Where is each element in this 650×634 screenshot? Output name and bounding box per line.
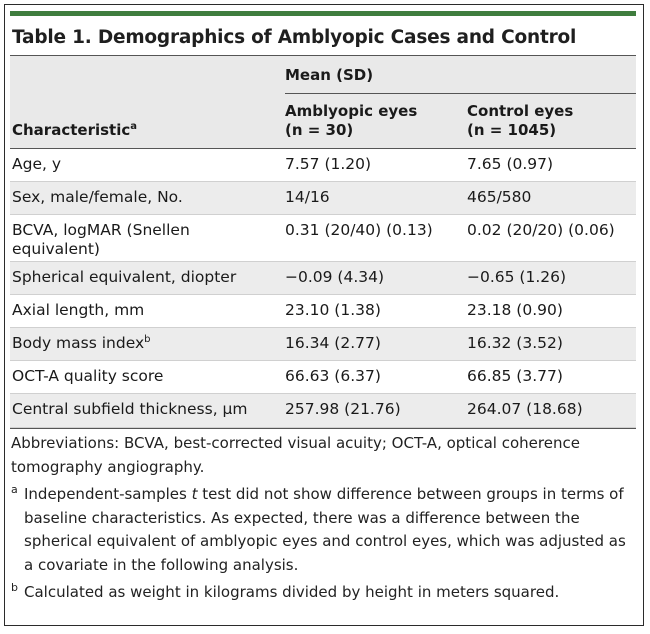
cell-control: 7.65 (0.97) xyxy=(467,155,554,173)
column-header-amblyopic-label: Amblyopic eyes xyxy=(285,102,418,120)
cell-control: 16.32 (3.52) xyxy=(467,334,563,352)
table-row: BCVA, logMAR (Snellen equivalent) 0.31 (2… xyxy=(10,215,636,262)
footnote-b-marker: b xyxy=(11,581,18,594)
cell-characteristic: Central subfield thickness, µm xyxy=(12,400,248,419)
abbreviations-note: Abbreviations: BCVA, best-corrected visu… xyxy=(11,434,580,476)
demographics-table: Mean (SD) Amblyopic eyes (n = 30) Contro… xyxy=(10,55,636,429)
table-notes: Abbreviations: BCVA, best-corrected visu… xyxy=(11,432,631,609)
table-body: Age, y 7.57 (1.20) 7.65 (0.97) Sex, male/fe… xyxy=(10,149,636,428)
column-header-control-n: (n = 1045) xyxy=(467,121,557,139)
cell-characteristic-text: Age, y xyxy=(12,155,62,173)
cell-characteristic-text: Spherical equivalent, diopter xyxy=(12,268,237,286)
cell-characteristic: BCVA, logMAR (Snellen equivalent) xyxy=(12,221,272,259)
header-rule xyxy=(10,148,636,149)
table-row: Spherical equivalent, diopter −0.09 (4.34… xyxy=(10,262,636,295)
cell-characteristic: Body mass indexb xyxy=(12,334,151,353)
footnote-a-text-2: test did not show difference between gro… xyxy=(24,485,626,574)
table-row: Axial length, mm 23.10 (1.38) 23.18 (0.90) xyxy=(10,295,636,328)
cell-control: 264.07 (18.68) xyxy=(467,400,583,418)
table-row: Central subfield thickness, µm 257.98 (21… xyxy=(10,394,636,428)
column-header-characteristic-label: Characteristic xyxy=(12,121,131,139)
cell-amblyopic: 257.98 (21.76) xyxy=(285,400,401,418)
cell-amblyopic: 14/16 xyxy=(285,188,330,206)
cell-characteristic-text: Body mass index xyxy=(12,334,145,352)
table-header: Mean (SD) Amblyopic eyes (n = 30) Contro… xyxy=(10,56,636,148)
cell-control: 465/580 xyxy=(467,188,532,206)
footnote-marker: a xyxy=(130,121,137,132)
cell-amblyopic: 7.57 (1.20) xyxy=(285,155,372,173)
column-header-characteristic: Characteristica xyxy=(12,121,137,139)
cell-characteristic: Spherical equivalent, diopter xyxy=(12,268,236,287)
footnote-b: b Calculated as weight in kilograms divid… xyxy=(11,581,631,605)
cell-characteristic: OCT-A quality score xyxy=(12,367,163,386)
group-header: Mean (SD) xyxy=(285,66,374,84)
group-header-rule xyxy=(285,93,636,94)
bottom-rule xyxy=(10,428,636,429)
table-row: OCT-A quality score 66.63 (6.37) 66.85 (3.… xyxy=(10,361,636,394)
column-header-amblyopic-n: (n = 30) xyxy=(285,121,354,139)
column-header-control-label: Control eyes xyxy=(467,102,574,120)
accent-rule xyxy=(10,11,636,16)
cell-control: 66.85 (3.77) xyxy=(467,367,563,385)
cell-characteristic: Age, y xyxy=(12,155,61,174)
cell-control: 0.02 (20/20) (0.06) xyxy=(467,221,615,239)
table-row: Age, y 7.57 (1.20) 7.65 (0.97) xyxy=(10,149,636,182)
cell-characteristic-text: OCT-A quality score xyxy=(12,367,164,385)
cell-characteristic: Sex, male/female, No. xyxy=(12,188,183,207)
cell-amblyopic: 0.31 (20/40) (0.13) xyxy=(285,221,433,239)
column-header-control: Control eyes (n = 1045) xyxy=(467,102,573,140)
cell-characteristic-text: Central subfield thickness, µm xyxy=(12,400,248,418)
footnote-a: a Independent-samples t test did not show… xyxy=(11,483,631,577)
cell-characteristic-text: BCVA, logMAR (Snellen equivalent) xyxy=(12,221,190,258)
footnote-a-marker: a xyxy=(11,483,18,496)
title-rule xyxy=(10,55,636,56)
cell-amblyopic: −0.09 (4.34) xyxy=(285,268,385,286)
cell-control: 23.18 (0.90) xyxy=(467,301,563,319)
footnote-b-text: Calculated as weight in kilograms divide… xyxy=(24,583,560,601)
cell-amblyopic: 66.63 (6.37) xyxy=(285,367,381,385)
footnote-marker: b xyxy=(144,334,151,345)
table-title: Table 1. Demographics of Amblyopic Cases… xyxy=(12,27,577,48)
footnote-a-text-1: Independent-samples xyxy=(24,485,192,503)
cell-characteristic-text: Axial length, mm xyxy=(12,301,145,319)
cell-amblyopic: 23.10 (1.38) xyxy=(285,301,381,319)
footnote-a-italic: t xyxy=(191,485,198,503)
column-header-amblyopic: Amblyopic eyes (n = 30) xyxy=(285,102,417,140)
cell-characteristic-text: Sex, male/female, No. xyxy=(12,188,183,206)
cell-amblyopic: 16.34 (2.77) xyxy=(285,334,381,352)
table-row: Body mass indexb 16.34 (2.77) 16.32 (3.52) xyxy=(10,328,636,361)
cell-characteristic: Axial length, mm xyxy=(12,301,144,320)
cell-control: −0.65 (1.26) xyxy=(467,268,567,286)
table-row: Sex, male/female, No. 14/16 465/580 xyxy=(10,182,636,215)
